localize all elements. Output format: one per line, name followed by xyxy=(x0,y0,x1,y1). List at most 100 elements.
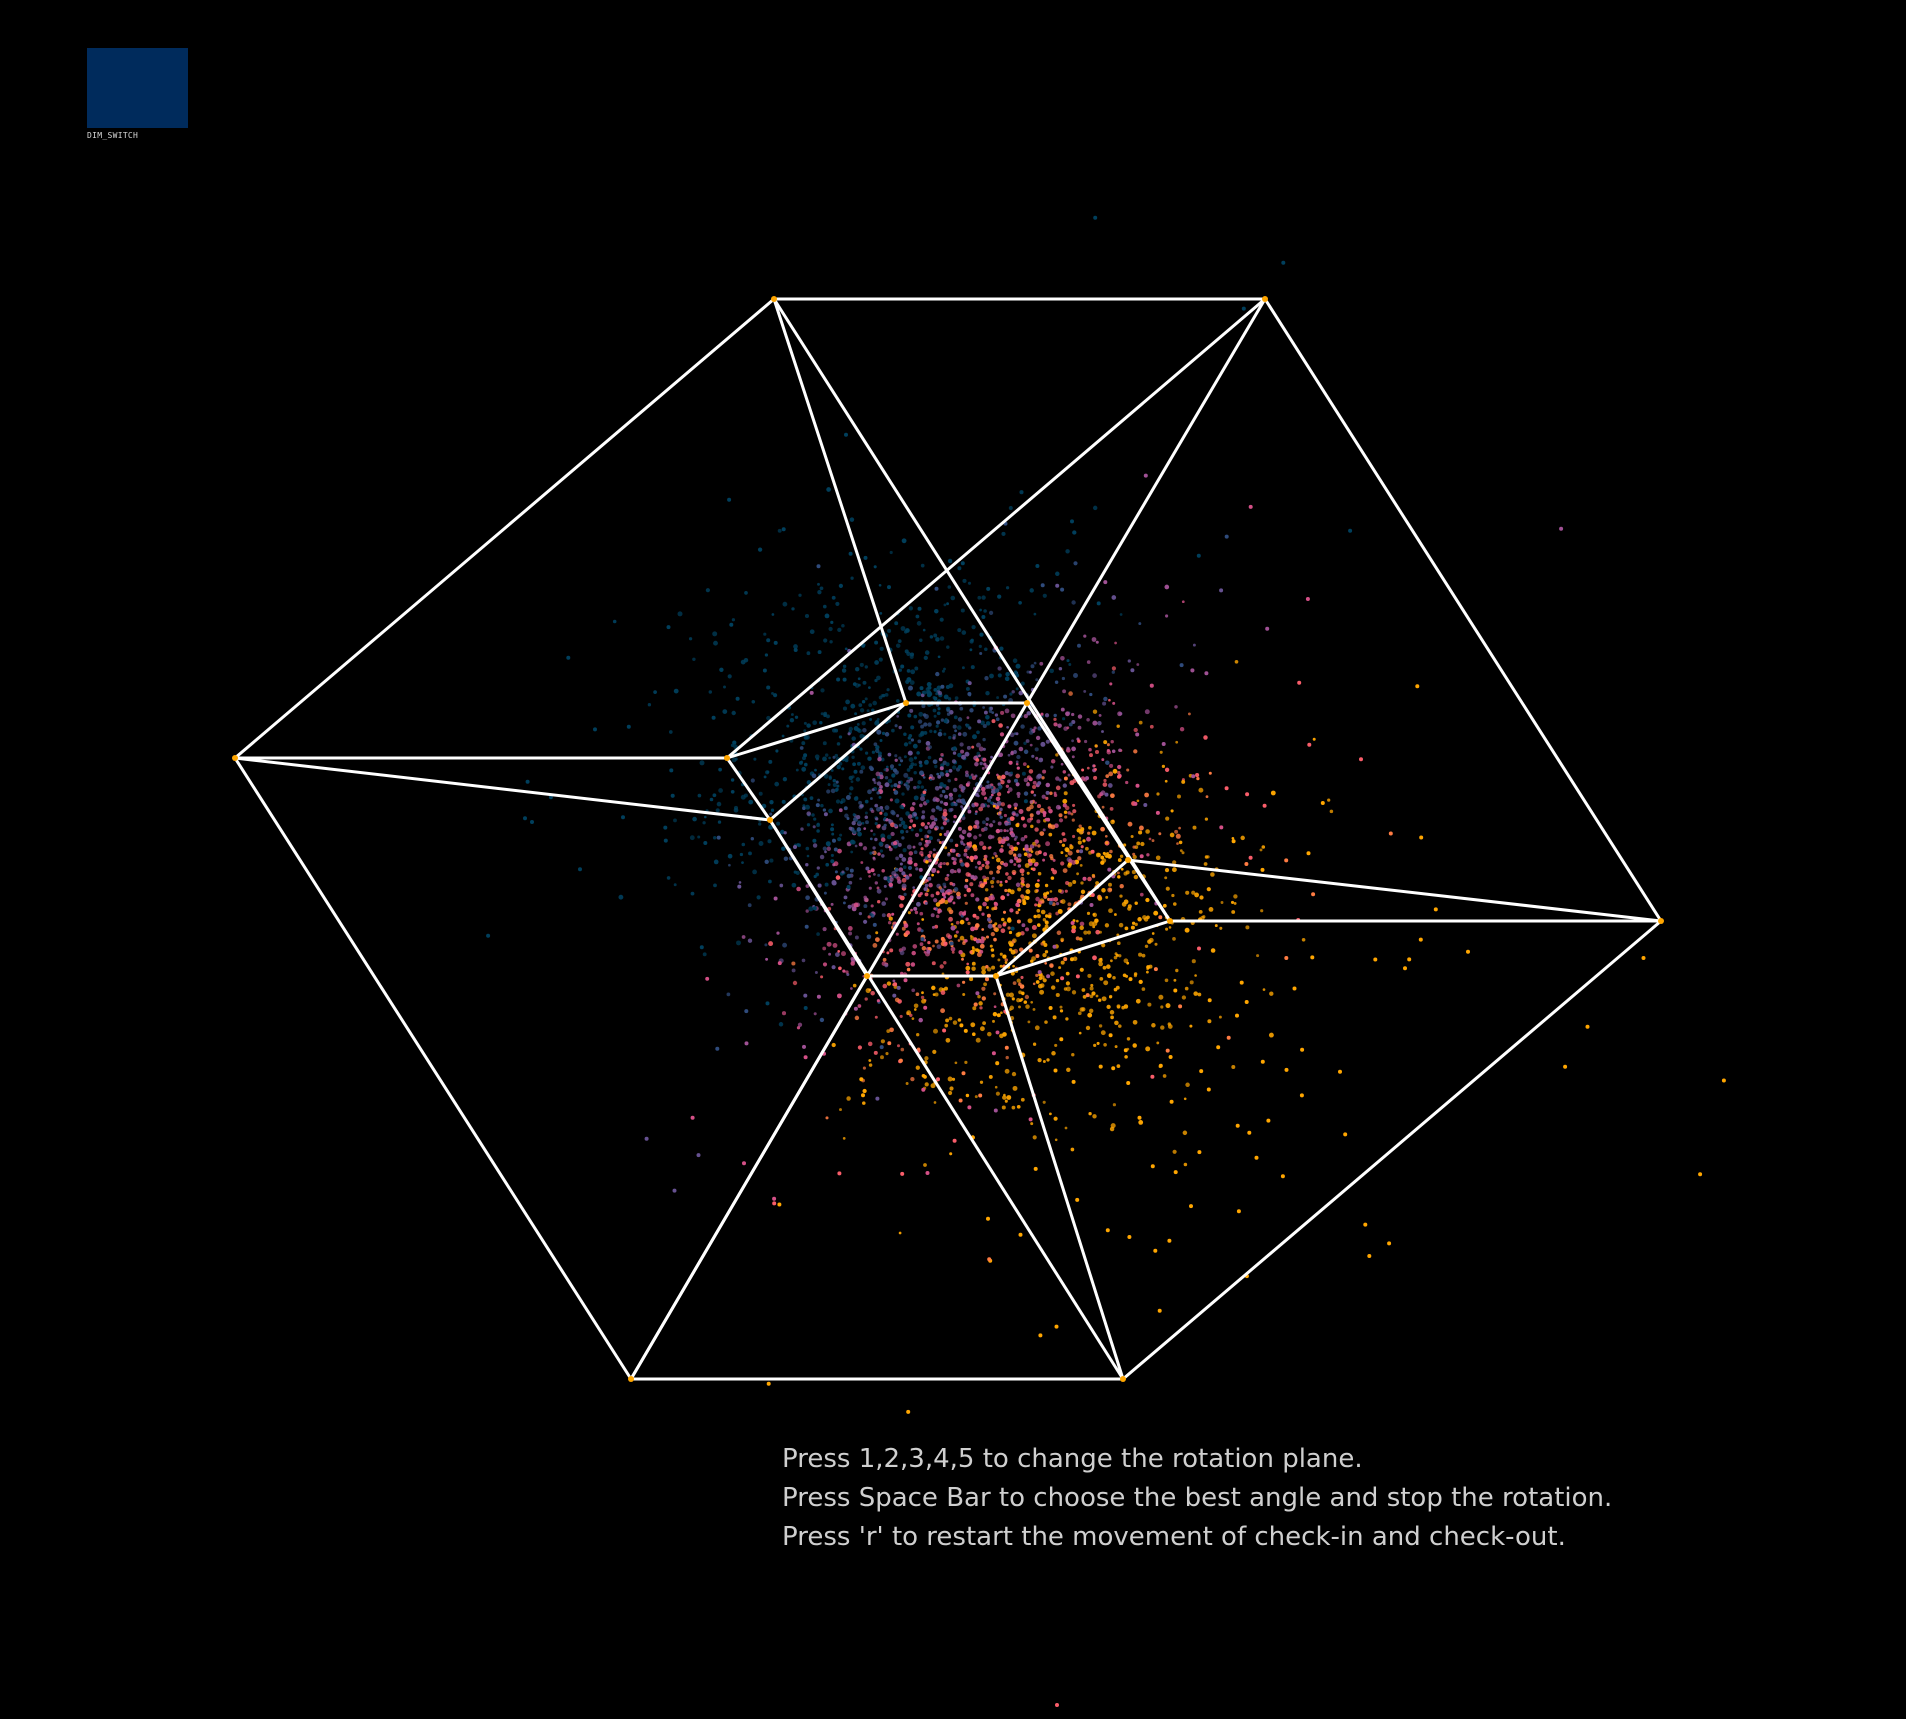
data-point xyxy=(831,1042,836,1048)
data-point xyxy=(974,819,980,825)
data-point xyxy=(1042,769,1047,774)
data-point xyxy=(1165,1048,1170,1053)
data-point xyxy=(1004,1068,1010,1074)
data-point xyxy=(817,883,822,888)
data-point xyxy=(802,1044,806,1049)
data-point xyxy=(750,837,754,841)
data-point xyxy=(923,1005,928,1010)
data-point xyxy=(994,788,999,793)
data-point xyxy=(989,673,994,679)
data-point xyxy=(969,648,973,652)
data-point xyxy=(612,619,617,624)
data-point xyxy=(990,885,994,888)
data-point xyxy=(830,823,834,827)
data-point xyxy=(1117,771,1121,775)
data-point xyxy=(881,693,886,698)
data-point xyxy=(997,594,1002,599)
data-point xyxy=(914,763,917,767)
data-point xyxy=(920,730,925,735)
data-point xyxy=(885,1052,889,1056)
data-point xyxy=(985,715,990,720)
data-point xyxy=(877,757,882,762)
data-point xyxy=(1106,851,1110,856)
data-point xyxy=(1281,260,1286,265)
data-point xyxy=(868,886,872,890)
data-point xyxy=(926,949,931,954)
data-point xyxy=(936,711,941,716)
data-point xyxy=(1080,889,1086,894)
hypercube-edge xyxy=(994,975,1125,1380)
data-point xyxy=(896,715,900,718)
data-point xyxy=(998,752,1004,758)
data-point xyxy=(1037,879,1040,882)
data-point xyxy=(781,527,786,532)
data-point xyxy=(1126,961,1130,965)
data-point xyxy=(1137,917,1142,922)
data-point xyxy=(999,732,1005,737)
data-point xyxy=(835,875,841,880)
data-point xyxy=(1050,867,1055,872)
data-point xyxy=(915,867,919,871)
data-point xyxy=(690,891,695,896)
data-point xyxy=(908,741,912,745)
data-point xyxy=(974,802,979,807)
data-point xyxy=(1032,841,1036,846)
data-point xyxy=(1197,992,1202,997)
data-point xyxy=(1034,882,1040,888)
data-point xyxy=(894,621,899,626)
data-point xyxy=(874,881,878,885)
data-point xyxy=(936,870,940,874)
data-point xyxy=(1044,924,1049,929)
data-point xyxy=(864,697,868,701)
data-point xyxy=(998,723,1003,728)
data-point xyxy=(1101,996,1107,1002)
data-point xyxy=(986,913,991,918)
data-point xyxy=(905,679,910,684)
data-point xyxy=(997,666,1002,671)
data-point xyxy=(1164,978,1169,983)
data-point xyxy=(1064,1126,1068,1130)
data-point xyxy=(870,904,874,908)
data-point xyxy=(856,727,861,732)
data-point xyxy=(876,886,880,890)
data-point xyxy=(979,1026,985,1032)
data-point xyxy=(871,708,875,713)
data-point xyxy=(1132,1043,1137,1048)
data-point xyxy=(913,862,918,867)
data-point xyxy=(1133,801,1138,806)
data-point xyxy=(986,1216,990,1221)
data-point xyxy=(835,780,839,784)
data-point xyxy=(1040,983,1045,988)
data-point xyxy=(957,566,962,571)
data-point xyxy=(991,856,995,860)
data-point xyxy=(1055,978,1060,983)
data-point xyxy=(963,848,968,853)
data-point xyxy=(1112,768,1118,774)
data-point xyxy=(947,697,952,701)
data-point xyxy=(1134,922,1138,927)
data-point xyxy=(911,1017,915,1020)
data-point xyxy=(1042,828,1046,832)
data-point xyxy=(996,1013,1001,1018)
data-point xyxy=(1065,1017,1069,1021)
data-point xyxy=(771,691,774,695)
data-point xyxy=(896,876,901,881)
data-point xyxy=(933,1101,937,1104)
data-point xyxy=(1305,597,1310,601)
data-point xyxy=(999,828,1003,833)
data-point xyxy=(909,652,915,657)
data-point xyxy=(727,497,732,502)
data-point xyxy=(853,902,859,908)
data-point xyxy=(864,665,868,669)
data-point xyxy=(1020,836,1026,842)
dim-switch-button[interactable] xyxy=(87,48,188,128)
data-point xyxy=(991,789,996,795)
data-point xyxy=(1077,714,1083,719)
data-point xyxy=(954,843,959,848)
data-point xyxy=(945,762,950,767)
data-point xyxy=(976,742,981,748)
data-point xyxy=(1205,795,1209,799)
data-point xyxy=(1034,839,1039,844)
data-point xyxy=(1159,750,1163,754)
data-point xyxy=(709,797,714,802)
